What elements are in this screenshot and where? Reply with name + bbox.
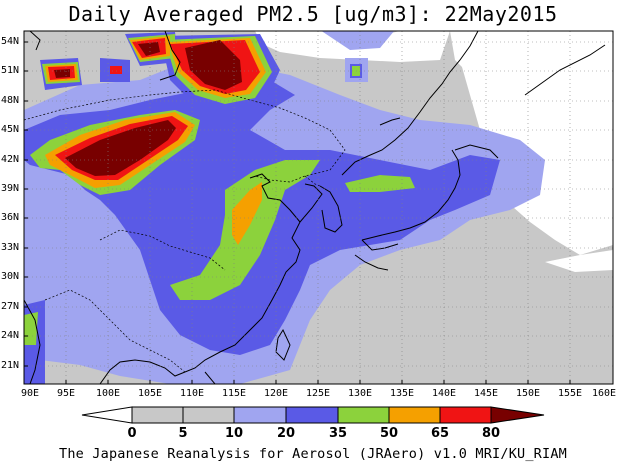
clean-air-region — [450, 31, 613, 255]
pm25-band-80-plus — [138, 42, 160, 56]
borders — [24, 89, 346, 373]
lon-label: 110E — [179, 388, 205, 399]
lat-label: 30N — [1, 271, 20, 282]
lon-label: 145E — [473, 388, 499, 399]
colorbar-swatch-5 — [337, 406, 390, 424]
clean-air-region — [450, 31, 500, 80]
pm25-band-10-20 — [321, 31, 395, 50]
lon-label: 135E — [389, 388, 415, 399]
colorbar-swatch-4 — [285, 406, 339, 424]
pm25-band-80-plus — [65, 120, 176, 176]
colorbar-label: 10 — [224, 426, 244, 441]
lon-label: 115E — [221, 388, 247, 399]
lon-label: 90E — [20, 388, 40, 399]
lat-label: 45N — [1, 124, 20, 135]
lat-label: 39N — [1, 183, 20, 194]
lon-label: 130E — [347, 388, 373, 399]
colorbar-label: 20 — [276, 426, 296, 441]
lat-label: 21N — [1, 360, 20, 371]
pm25-band-65-80 — [110, 66, 122, 74]
pm25-band-80-plus — [185, 40, 242, 90]
credit-line: The Japanese Reanalysis for Aerosol (JRA… — [59, 446, 567, 462]
lon-label: 155E — [557, 388, 583, 399]
colorbar-label: 65 — [430, 426, 450, 441]
colorbar-label: 0 — [127, 426, 137, 441]
lon-label: 125E — [305, 388, 331, 399]
lon-label: 100E — [95, 388, 121, 399]
clean-air-region — [545, 250, 613, 272]
colorbar-swatch-8 — [490, 406, 545, 424]
lat-label: 51N — [1, 65, 20, 76]
lat-label: 48N — [1, 95, 20, 106]
lon-label: 150E — [515, 388, 541, 399]
lon-label: 140E — [431, 388, 457, 399]
pm25-band-50-65 — [232, 182, 262, 245]
colorbar-label: 5 — [178, 426, 188, 441]
colorbar-swatch-2 — [182, 406, 235, 424]
colorbar-swatch-6 — [388, 406, 441, 424]
lon-label: 120E — [263, 388, 289, 399]
lat-label: 33N — [1, 242, 20, 253]
colorbar-label: 80 — [481, 426, 501, 441]
map-title: Daily Averaged PM2.5 [ug/m3]: 22May2015 — [68, 2, 558, 26]
lat-label: 36N — [1, 212, 20, 223]
lat-label: 27N — [1, 301, 20, 312]
colorbar-label: 50 — [379, 426, 399, 441]
lat-label: 24N — [1, 330, 20, 341]
lon-label: 160E — [591, 388, 617, 399]
lat-label: 54N — [1, 36, 20, 47]
pm25-band-35-50 — [24, 312, 38, 345]
colorbar-swatch-0 — [81, 406, 133, 424]
coastlines — [24, 31, 606, 384]
lon-label: 105E — [137, 388, 163, 399]
colorbar-swatch-1 — [131, 406, 184, 424]
colorbar-label: 35 — [328, 426, 348, 441]
axis-ticks — [24, 41, 571, 384]
colorbar-swatch-7 — [439, 406, 492, 424]
pm25-band-35-50 — [345, 175, 415, 192]
lat-label: 42N — [1, 154, 20, 165]
colorbar-swatch-3 — [233, 406, 287, 424]
lon-label: 95E — [56, 388, 76, 399]
gridlines — [24, 31, 613, 384]
